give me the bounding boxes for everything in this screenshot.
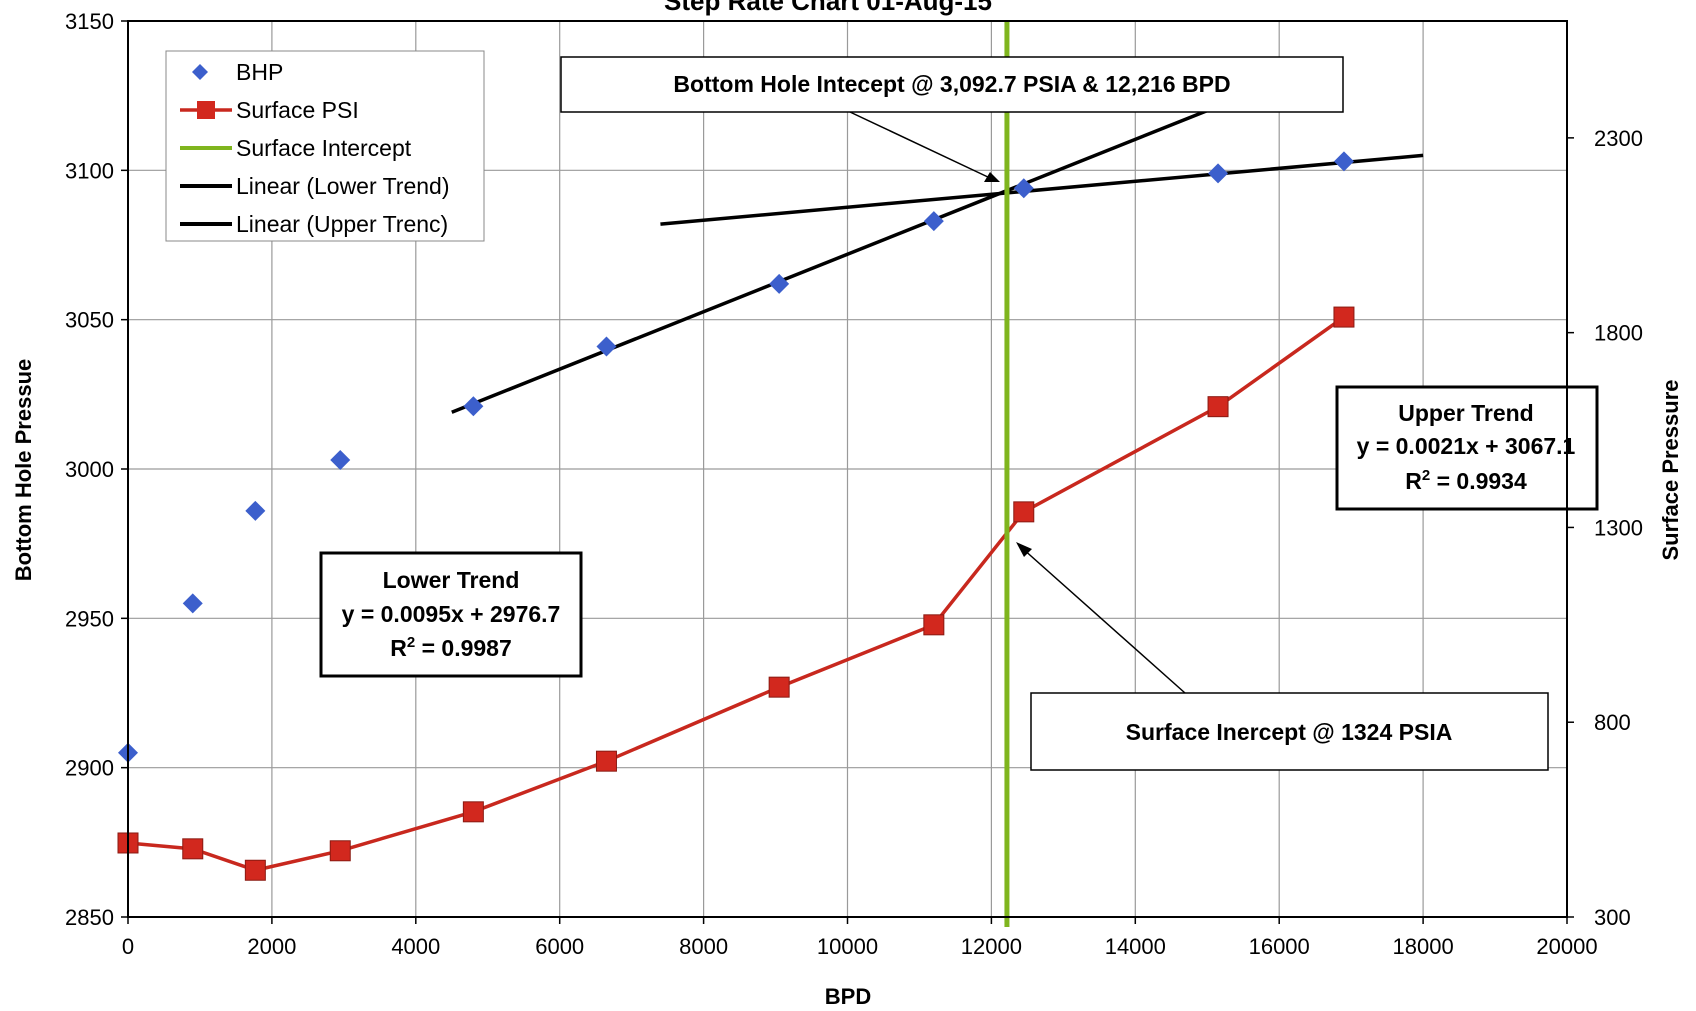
surface-psi-marker [1013,501,1035,523]
lower-r2-sup: 2 [407,634,415,651]
bottom-hole-arrowhead [984,172,1000,182]
y2-tick-label: 2300 [1594,126,1643,151]
lower-trend-frame [319,551,583,678]
lower-trend-r2: R2 = 0.9987 [390,634,512,661]
surface-psi-marker [329,840,351,862]
upper-trend-title: Upper Trend [1398,400,1533,426]
y2-axis-ticks: 300 800 1300 1800 2300 [1567,126,1643,930]
x-axis-ticks: 0 2000 4000 6000 8000 10000 12000 14000 16000 180… [122,917,1598,959]
bhp-point [923,211,944,232]
legend-marker-surface [197,101,215,119]
surface-psi-marker [182,838,204,860]
x-tick-label: 10000 [817,934,878,959]
surface-psi-marker [462,801,484,823]
bhp-point [1013,178,1034,199]
y-tick-label: 3150 [65,9,114,34]
trend-line [451,108,1208,414]
x-tick-label: 20000 [1536,934,1597,959]
upper-trend-equation: y = 0.0021x + 3067.1 [1357,433,1576,459]
plot-frame [127,20,1568,918]
legend: BHP Surface PSI Surface Intercept Linear (L… [165,50,485,242]
bottom-hole-annotation: Bottom Hole Intecept @ 3,092.7 PSIA & 12… [560,56,1344,182]
surface-psi-marker [768,676,790,698]
y2-tick-label: 800 [1594,710,1631,735]
bhp-point [330,450,351,471]
upper-trend-r2: R2 = 0.9934 [1405,467,1527,494]
surface-psi-marker [923,614,945,636]
lower-trend-box: Lower Trend y = 0.0095x + 2976.7 R2 = 0.… [319,551,583,678]
upper-trend-box: Upper Trend y = 0.0021x + 3067.1 R2 = 0.… [1335,385,1599,511]
surface-psi-marker [1333,306,1355,328]
y-tick-label: 2950 [65,606,114,631]
bhp-point [463,396,484,417]
x-tick-label: 6000 [535,934,584,959]
x-tick-label: 0 [122,934,134,959]
surface-psi-marker [1207,396,1229,418]
legend-label: Linear (Upper Trenc) [236,211,448,237]
legend-label: Surface PSI [236,97,359,123]
legend-label: Surface Intercept [236,135,412,161]
x-tick-label: 18000 [1393,934,1454,959]
surface-label: Surface Inercept @ 1324 PSIA [1126,719,1453,745]
upper-r2-value: = 0.9934 [1430,468,1527,494]
y-tick-label: 3100 [65,158,114,183]
bottom-hole-arrow [849,111,991,179]
lower-trend-title: Lower Trend [383,567,520,593]
surface-arrow [1021,547,1186,694]
x-tick-label: 8000 [679,934,728,959]
bhp-point [1208,163,1229,184]
legend-items: BHP Surface PSI Surface Intercept Linear (L… [180,59,450,237]
surface-psi-marker [244,859,266,881]
surface-psi-marker [595,750,617,772]
y-axis-title: Bottom Hole Pressue [11,359,36,582]
bhp-point [769,273,790,294]
x-tick-label: 14000 [1105,934,1166,959]
lower-trend-equation: y = 0.0095x + 2976.7 [342,601,561,627]
bottom-hole-box [560,56,1344,113]
x-tick-label: 12000 [961,934,1022,959]
x-tick-label: 4000 [391,934,440,959]
bhp-point [245,500,266,521]
upper-trend-frame [1335,385,1599,511]
chart-title: Step Rate Chart 01-Aug-15 [664,0,992,16]
y-tick-label: 2900 [65,756,114,781]
x-axis-title: BPD [825,984,871,1009]
surface-box [1030,692,1549,771]
y2-tick-label: 1800 [1594,321,1643,346]
bhp-point [182,593,203,614]
series-layer [117,21,1424,927]
bottom-hole-label: Bottom Hole Intecept @ 3,092.7 PSIA & 12… [673,71,1230,97]
y2-axis-title: Surface Pressure [1658,380,1683,561]
legend-label: BHP [236,59,283,85]
trend-line [660,153,1424,226]
upper-r2-prefix: R [1405,468,1422,494]
y-tick-label: 2850 [65,905,114,930]
x-tick-label: 2000 [247,934,296,959]
bhp-point [596,336,617,357]
bhp-point [1333,151,1354,172]
legend-label: Linear (Lower Trend) [236,173,450,199]
y-axis-ticks: 2850 2900 2950 3000 3050 3100 3150 [65,9,128,930]
y2-tick-label: 300 [1594,905,1631,930]
legend-marker-bhp [192,64,208,80]
surface-arrowhead [1016,542,1032,557]
surface-annotation: Surface Inercept @ 1324 PSIA [1016,542,1549,771]
lower-r2-prefix: R [390,635,407,661]
upper-r2-sup: 2 [1422,467,1430,484]
lower-r2-value: = 0.9987 [415,635,512,661]
y2-tick-label: 1300 [1594,515,1643,540]
y-tick-label: 3050 [65,308,114,333]
y-tick-label: 3000 [65,457,114,482]
x-tick-label: 16000 [1249,934,1310,959]
